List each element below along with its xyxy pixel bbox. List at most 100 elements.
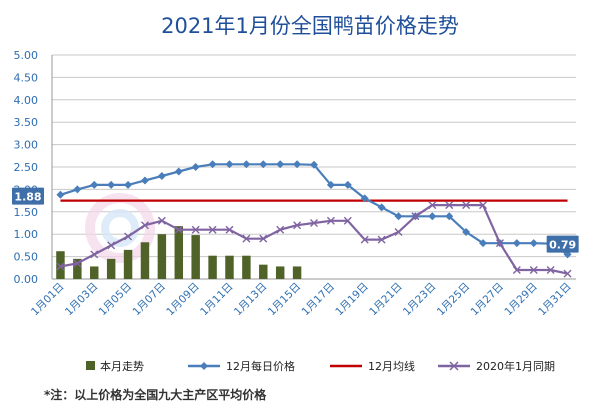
data-point	[225, 225, 234, 234]
data-point	[90, 180, 99, 189]
bar-series-current-month	[56, 226, 302, 279]
data-point	[529, 266, 538, 275]
x-tick-label: 1月21日	[367, 281, 405, 319]
data-point	[428, 212, 437, 221]
bar	[157, 234, 167, 279]
callout-text: 1.88	[14, 191, 41, 204]
data-point	[428, 201, 437, 210]
data-point	[293, 221, 302, 230]
data-point	[326, 216, 335, 225]
bar	[123, 249, 133, 279]
x-tick-label: 1月05日	[97, 281, 135, 319]
data-point	[512, 266, 521, 275]
data-point	[140, 176, 149, 185]
x-tick-label: 1月29日	[502, 281, 540, 319]
data-point	[73, 259, 82, 268]
legend-item: 2020年1月同期	[438, 359, 555, 373]
data-point	[343, 216, 352, 225]
data-point	[563, 269, 572, 278]
data-point	[242, 234, 251, 243]
data-point	[259, 160, 268, 169]
x-tick-label: 1月07日	[130, 281, 168, 319]
data-point	[445, 212, 454, 221]
y-tick-label: 1.00	[14, 228, 39, 241]
legend-label: 12月均线	[368, 359, 415, 373]
callout-box	[12, 187, 44, 205]
x-tick-label: 1月19日	[333, 281, 371, 319]
data-point	[326, 180, 335, 189]
bar	[242, 255, 251, 279]
data-point	[174, 167, 183, 176]
x-tick-label: 1月11日	[198, 281, 236, 319]
series-daily-price	[56, 160, 572, 259]
bar	[191, 235, 200, 279]
data-point	[107, 180, 116, 189]
x-tick-label: 1月15日	[266, 281, 304, 319]
y-tick-label: 5.00	[14, 49, 39, 62]
data-point	[208, 160, 217, 169]
x-tick-label: 1月09日	[164, 281, 202, 319]
legend-label: 2020年1月同期	[476, 359, 555, 373]
legend-marker	[200, 362, 208, 370]
callout-box	[546, 235, 579, 253]
bar	[275, 266, 285, 279]
data-point	[310, 219, 318, 227]
legend-item: 12月均线	[330, 359, 415, 373]
data-point	[377, 203, 386, 212]
data-point	[191, 225, 200, 234]
data-point	[90, 250, 99, 259]
bar	[73, 258, 82, 279]
data-point	[73, 185, 82, 194]
series-last-year	[56, 201, 572, 278]
chart-title: 2021年1月份全国鸭苗价格走势	[161, 14, 459, 38]
watermark-ring	[85, 193, 155, 263]
y-axis: 0.000.501.001.502.002.503.003.504.004.50…	[14, 49, 39, 286]
data-point	[259, 234, 268, 243]
data-point	[479, 201, 488, 210]
x-tick-label: 1月31日	[536, 281, 574, 319]
data-point	[157, 171, 166, 180]
bar	[259, 264, 268, 279]
y-tick-label: 4.00	[14, 94, 39, 107]
data-point	[276, 225, 285, 234]
legend-item: 12月每日价格	[188, 359, 295, 373]
x-tick-label: 1月17日	[300, 281, 338, 319]
data-point	[479, 239, 488, 248]
y-tick-label: 4.50	[14, 71, 39, 84]
data-point	[56, 190, 65, 199]
y-tick-label: 3.00	[14, 139, 39, 152]
callout-label: 0.79	[546, 235, 579, 253]
data-point	[56, 262, 65, 271]
data-point	[107, 241, 116, 250]
x-tick-label: 1月27日	[469, 281, 507, 319]
data-point	[360, 235, 369, 244]
bar	[140, 242, 150, 279]
data-point	[394, 227, 403, 236]
data-point	[343, 180, 352, 189]
data-point	[157, 216, 166, 225]
gridlines	[51, 54, 576, 280]
bar	[106, 258, 116, 279]
data-point	[445, 201, 454, 210]
x-tick-label: 1月13日	[232, 281, 270, 319]
y-tick-label: 2.50	[14, 161, 39, 174]
data-point	[462, 227, 471, 236]
data-point	[495, 239, 504, 248]
legend: 本月走势 12月每日价格 12月均线 2020年1月同期	[86, 359, 555, 373]
y-tick-label: 0.00	[14, 273, 39, 286]
data-point	[208, 225, 217, 234]
legend-item: 本月走势	[86, 359, 144, 373]
x-tick-label: 1月03日	[63, 281, 101, 319]
watermark-ring-inner	[101, 209, 139, 247]
footnote: *注：以上价格为全国九大主产区平均价格	[44, 387, 267, 402]
data-point	[140, 221, 149, 230]
legend-label: 本月走势	[100, 359, 144, 373]
bar	[174, 226, 183, 279]
bar	[225, 255, 234, 279]
y-tick-label: 1.50	[14, 206, 39, 219]
x-tick-label: 1月23日	[401, 281, 439, 319]
data-point	[293, 160, 302, 169]
data-point	[462, 201, 471, 210]
